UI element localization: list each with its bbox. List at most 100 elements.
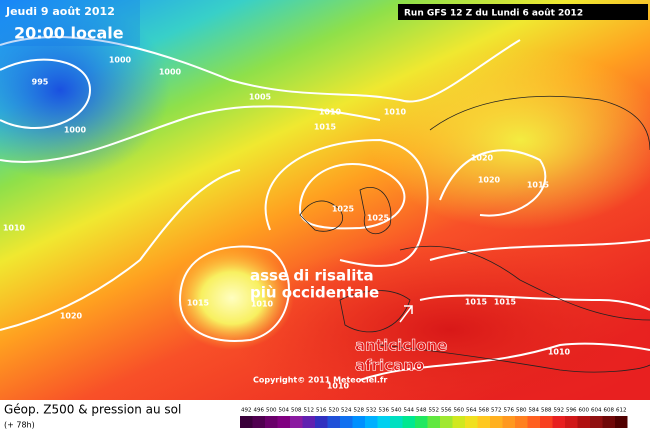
scale-swatch <box>352 416 365 428</box>
isobar-label: 1000 <box>109 56 132 65</box>
isobar-label: 1010 <box>3 224 26 233</box>
footer-lead: (+ 78h) <box>4 421 35 430</box>
scale-label: 548 <box>416 408 427 414</box>
scale-swatch <box>477 416 490 428</box>
scale-swatch <box>590 416 603 428</box>
scale-label: 568 <box>479 408 490 414</box>
scale-label: 604 <box>591 408 602 414</box>
scale-swatch <box>515 416 528 428</box>
scale-label: 528 <box>354 408 365 414</box>
annotation: asse di risalita <box>250 267 374 285</box>
scale-label: 596 <box>566 408 577 414</box>
scale-swatch <box>240 416 253 428</box>
isobar-label: 1015 <box>465 298 488 307</box>
isobar-label: 1020 <box>478 176 501 185</box>
scale-label: 552 <box>429 408 440 414</box>
isobar-label: 1015 <box>314 123 337 132</box>
scale-swatch <box>440 416 453 428</box>
isobar-label: 1005 <box>249 93 272 102</box>
scale-swatch <box>552 416 565 428</box>
scale-swatch <box>340 416 353 428</box>
isobar-label: 1010 <box>384 108 407 117</box>
isobar-label: 1020 <box>471 154 494 163</box>
isobar-label: 1000 <box>159 68 182 77</box>
scale-label: 584 <box>529 408 540 414</box>
field-high <box>170 246 294 350</box>
scale-swatch <box>402 416 415 428</box>
scale-swatch <box>277 416 290 428</box>
scale-label: 524 <box>341 408 352 414</box>
run-box <box>398 4 648 20</box>
scale-swatch <box>390 416 403 428</box>
scale-swatch <box>602 416 615 428</box>
isobar-label: 1020 <box>60 312 83 321</box>
field-yellow <box>370 50 650 230</box>
scale-label: 612 <box>616 408 627 414</box>
scale-swatch <box>577 416 590 428</box>
annotation: più occidentale <box>250 284 379 302</box>
isobar-label: 995 <box>32 78 49 87</box>
scale-swatch <box>540 416 553 428</box>
scale-swatch <box>427 416 440 428</box>
isobar-label: 1015 <box>527 181 550 190</box>
scale-label: 572 <box>491 408 502 414</box>
scale-label: 536 <box>379 408 390 414</box>
isobar-label: 1010 <box>319 108 342 117</box>
arrow <box>399 305 413 323</box>
isobar-label: 1010 <box>548 348 571 357</box>
scale-swatch <box>490 416 503 428</box>
scale-label: 588 <box>541 408 552 414</box>
scale-swatch <box>565 416 578 428</box>
scale-label: 496 <box>254 408 265 414</box>
header-shade <box>0 0 140 46</box>
map-date: Jeudi 9 août 2012 <box>5 5 115 18</box>
scale-label: 592 <box>554 408 565 414</box>
scale-swatch <box>315 416 328 428</box>
scale-label: 492 <box>241 408 252 414</box>
scale-swatch <box>265 416 278 428</box>
isobar-label: 1010 <box>251 300 274 309</box>
coastlines <box>299 95 650 373</box>
scale-label: 512 <box>304 408 315 414</box>
map-time: 20:00 locale <box>14 24 124 43</box>
isobars <box>0 36 650 381</box>
scale-label: 556 <box>441 408 452 414</box>
scale-label: 532 <box>366 408 377 414</box>
scale-label: 576 <box>504 408 515 414</box>
annotation: africano <box>355 357 424 375</box>
isobar-label: 1025 <box>332 205 355 214</box>
scale-label: 560 <box>454 408 465 414</box>
scale-swatch <box>365 416 378 428</box>
scale-swatch <box>290 416 303 428</box>
scale-label: 540 <box>391 408 402 414</box>
scale-swatch <box>415 416 428 428</box>
copyright: Copyright© 2011 Meteociel.fr <box>253 376 387 385</box>
run-info: Run GFS 12 Z du Lundi 6 août 2012 <box>404 9 583 19</box>
scale-swatch <box>465 416 478 428</box>
scale-swatch <box>302 416 315 428</box>
isobar-label: 1000 <box>64 126 87 135</box>
scale-swatch <box>377 416 390 428</box>
scale-swatch <box>452 416 465 428</box>
scale-swatch <box>327 416 340 428</box>
scale-swatch <box>615 416 628 428</box>
scale-label: 564 <box>466 408 477 414</box>
isobar-label: 1025 <box>367 214 390 223</box>
scale-label: 600 <box>579 408 590 414</box>
footer-title: Géop. Z500 & pression au sol <box>4 403 181 417</box>
scale-label: 504 <box>279 408 290 414</box>
scale-label: 508 <box>291 408 302 414</box>
scale-label: 608 <box>604 408 615 414</box>
field-red <box>230 240 650 420</box>
isobar-label: 1015 <box>494 298 517 307</box>
scale-label: 516 <box>316 408 327 414</box>
isobar-label: 1010 <box>327 382 350 391</box>
scale-swatch <box>252 416 265 428</box>
scale-label: 580 <box>516 408 527 414</box>
isobar-label: 1015 <box>187 299 210 308</box>
scale-swatch <box>527 416 540 428</box>
annotation: anticiclone <box>355 337 447 355</box>
scale-label: 544 <box>404 408 415 414</box>
scale-label: 500 <box>266 408 277 414</box>
